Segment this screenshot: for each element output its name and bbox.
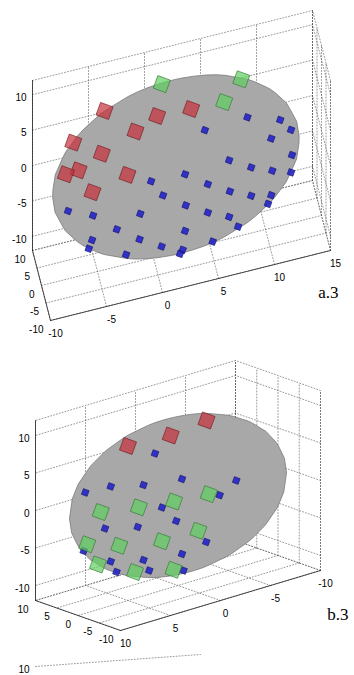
svg-text:15: 15 (330, 258, 342, 269)
svg-text:0: 0 (29, 289, 35, 300)
svg-text:10: 10 (14, 254, 26, 265)
svg-text:5: 5 (173, 623, 179, 634)
svg-text:10: 10 (274, 272, 286, 283)
svg-text:-5: -5 (30, 306, 39, 317)
svg-text:10: 10 (18, 664, 30, 675)
svg-text:10: 10 (15, 92, 27, 103)
svg-text:-5: -5 (107, 314, 116, 325)
svg-text:10: 10 (17, 604, 29, 615)
svg-text:5: 5 (44, 611, 50, 622)
svg-text:-10: -10 (29, 324, 44, 335)
svg-text:10: 10 (120, 638, 132, 649)
svg-text:b.3: b.3 (327, 605, 348, 624)
svg-text:-10: -10 (318, 578, 333, 589)
svg-text:5: 5 (24, 271, 30, 282)
svg-text:0: 0 (65, 619, 71, 630)
svg-text:-5: -5 (83, 626, 92, 637)
svg-text:5: 5 (221, 286, 227, 297)
svg-text:-10: -10 (99, 634, 114, 645)
svg-text:a.3: a.3 (318, 283, 338, 302)
svg-text:-10: -10 (15, 583, 30, 594)
svg-text:0: 0 (223, 608, 229, 619)
svg-text:-10: -10 (48, 328, 63, 339)
svg-text:5: 5 (24, 470, 30, 481)
svg-text:-5: -5 (271, 593, 280, 604)
svg-text:-5: -5 (18, 198, 27, 209)
svg-text:-5: -5 (21, 545, 30, 556)
svg-text:0: 0 (165, 300, 171, 311)
svg-text:5: 5 (21, 127, 27, 138)
svg-text:0: 0 (24, 508, 30, 519)
svg-text:10: 10 (18, 433, 30, 444)
svg-text:-10: -10 (12, 234, 27, 245)
svg-text:0: 0 (21, 163, 27, 174)
